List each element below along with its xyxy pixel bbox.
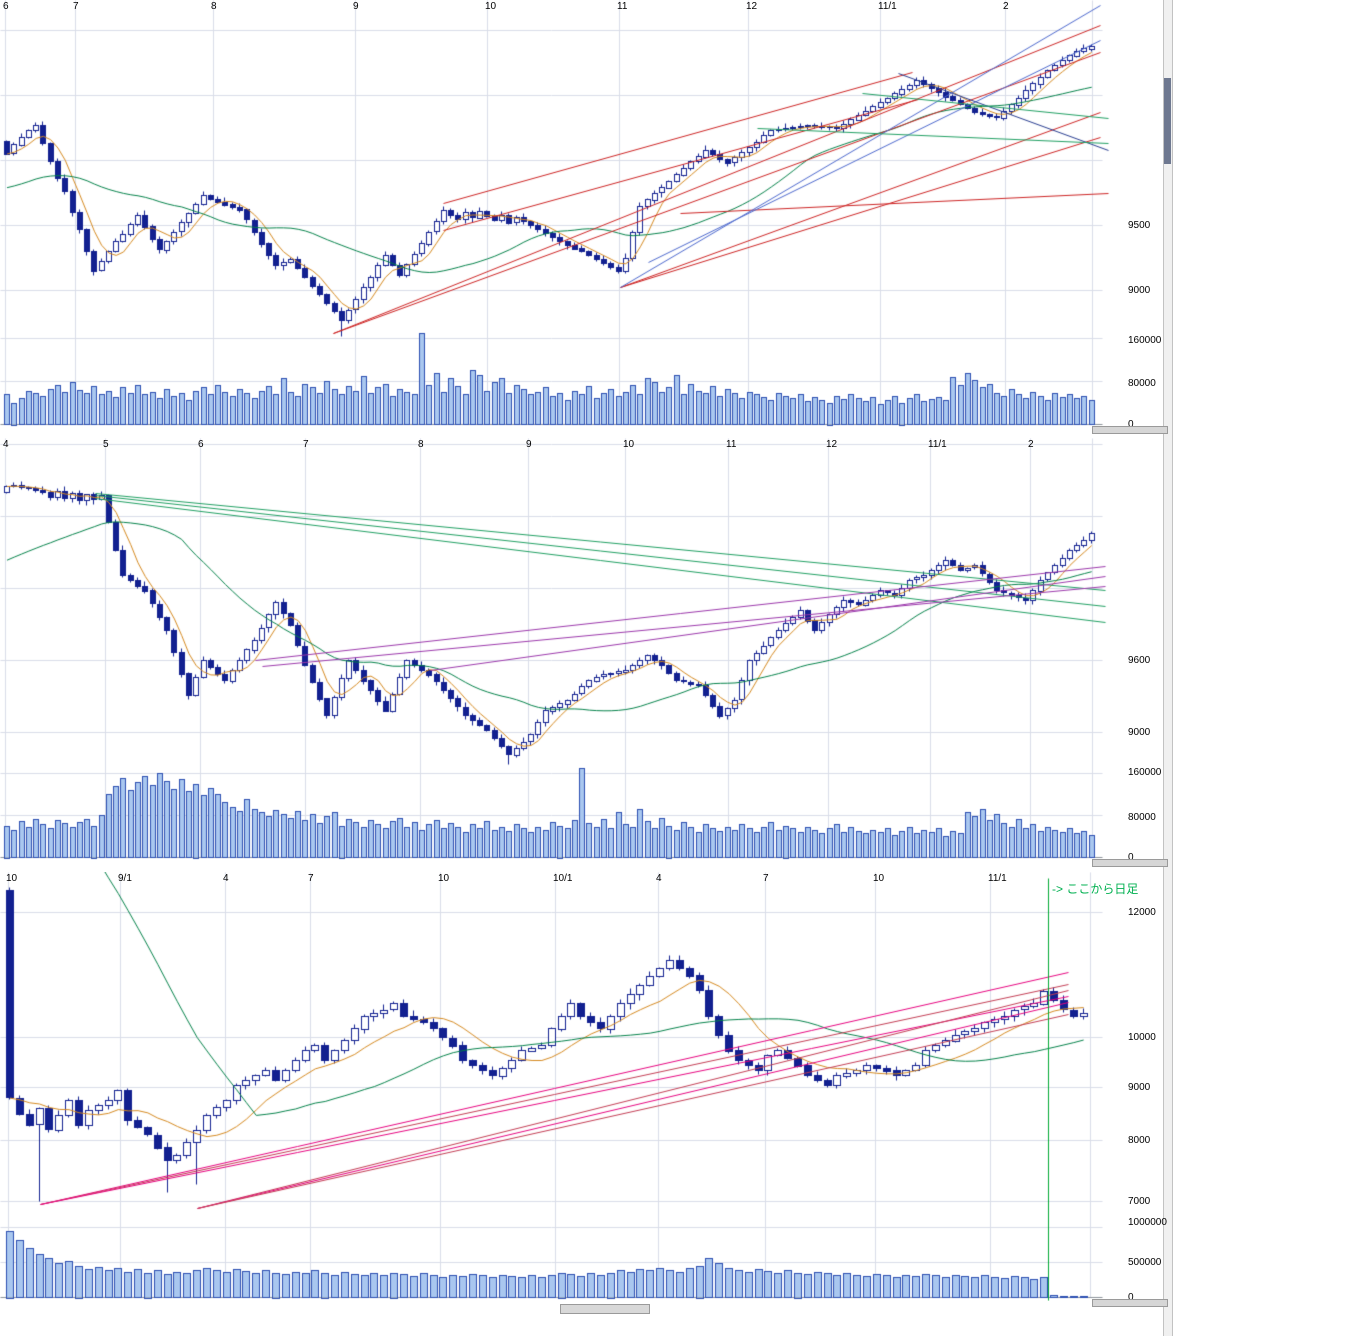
y-axis-label: 9000 [1128,1082,1151,1093]
chart-canvas-1[interactable] [0,0,1110,428]
x-axis-label: 9 [526,439,532,450]
x-axis-label: 12 [746,1,758,12]
y-axis-label: 10000 [1128,1032,1156,1043]
x-axis-label: 7 [73,1,79,12]
daily-bars-start-annotation: -> ここから日足 [1052,882,1139,896]
y-axis-label: 160000 [1128,767,1162,778]
x-axis-label: 2 [1028,439,1034,450]
y-axis-label: 80000 [1128,378,1156,389]
y-axis-label: 0 [1128,852,1134,863]
x-axis-label: 9/1 [118,873,132,884]
x-axis-label: 4 [656,873,662,884]
y-axis-label: 0 [1128,1292,1134,1303]
x-axis-label: 6 [3,1,9,12]
chart-panel-3: 10 9/1 4 7 10 10/1 4 7 10 11/1 12000 10000 9000 8000 7… [0,872,1372,1336]
x-axis-label: 11/1 [878,1,897,12]
x-axis-label: 11/1 [988,873,1007,884]
x-axis-label: 10 [6,873,18,884]
horizontal-scrollbar-thumb[interactable] [560,1304,650,1314]
scroll-corner [1092,426,1168,434]
y-axis-label: 500000 [1128,1257,1162,1268]
x-axis-label: 4 [3,439,9,450]
x-axis-label: 12 [826,439,838,450]
y-axis-label: 7000 [1128,1196,1151,1207]
x-axis-label: 4 [223,873,229,884]
x-axis-label: 9 [353,1,359,12]
y-axis-label: 0 [1128,419,1134,430]
chart-panel-2: 4 5 6 7 8 9 10 11 12 11/1 2 9600 9000 160000 80000 0 [0,438,1372,872]
y-axis-label: 1000000 [1128,1217,1167,1228]
chart-canvas-3[interactable] [0,872,1110,1301]
chart-canvas-2[interactable] [0,438,1110,861]
x-axis-label: 8 [211,1,217,12]
x-axis-label: 11 [617,1,628,12]
x-axis-label: 10/1 [553,873,573,884]
x-axis-label: 10 [485,1,497,12]
x-axis-label: 11 [726,439,737,450]
y-axis-label: 9500 [1128,220,1151,231]
y-axis-label: 160000 [1128,335,1162,346]
x-axis-label: 7 [308,873,314,884]
y-axis-label: 12000 [1128,907,1156,918]
scroll-corner [1092,1299,1168,1307]
chart-panel-1: 6 7 8 9 10 11 12 11/1 2 9500 9000 160000 80000 0 [0,0,1372,438]
x-axis-label: 11/1 [928,439,947,450]
scroll-corner [1092,859,1168,867]
x-axis-label: 5 [103,439,109,450]
y-axis-label: 9000 [1128,285,1151,296]
vertical-scrollbar[interactable] [1163,0,1173,1336]
x-axis-label: 8 [418,439,424,450]
y-axis-label: 8000 [1128,1135,1151,1146]
x-axis-label: 10 [438,873,450,884]
vertical-scrollbar-thumb[interactable] [1164,78,1171,164]
x-axis-label: 6 [198,439,204,450]
y-axis-label: 9600 [1128,655,1151,666]
y-axis-label: 9000 [1128,727,1151,738]
x-axis-label: 7 [303,439,309,450]
y-axis-label: 80000 [1128,812,1156,823]
x-axis-label: 10 [873,873,885,884]
x-axis-label: 2 [1003,1,1009,12]
x-axis-label: 7 [763,873,769,884]
x-axis-label: 10 [623,439,635,450]
